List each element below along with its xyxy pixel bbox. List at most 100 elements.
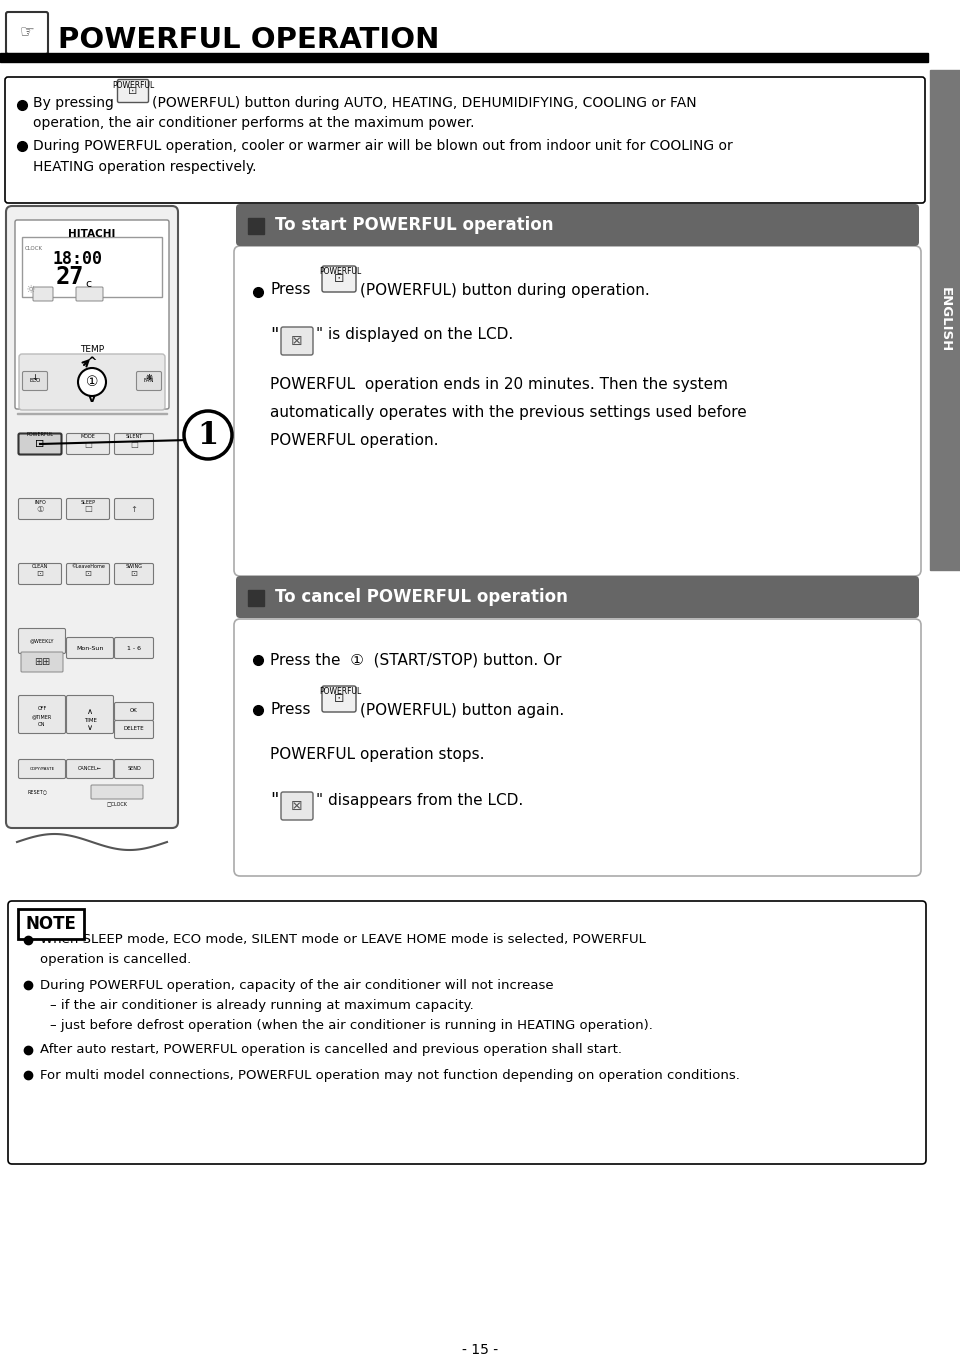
Text: " disappears from the LCD.: " disappears from the LCD. [316,792,523,808]
Text: CLOCK: CLOCK [25,245,43,251]
Text: POWERFUL: POWERFUL [27,435,54,440]
Text: operation, the air conditioner performs at the maximum power.: operation, the air conditioner performs … [33,117,474,130]
Text: ↑: ↑ [131,505,137,514]
FancyBboxPatch shape [22,237,162,298]
Text: ∧: ∧ [87,707,93,717]
Text: POWERFUL: POWERFUL [27,432,54,437]
Text: ⊠: ⊠ [291,335,302,348]
FancyBboxPatch shape [18,433,61,455]
Text: ": " [270,326,278,344]
Text: POWERFUL: POWERFUL [319,267,361,277]
Bar [930,70,960,570]
Text: ⊡: ⊡ [334,692,345,706]
FancyBboxPatch shape [322,686,356,712]
FancyBboxPatch shape [66,695,113,733]
Text: operation is cancelled.: operation is cancelled. [40,953,191,967]
Text: ⊡: ⊡ [36,439,45,448]
Text: @WEEKLY: @WEEKLY [30,639,55,643]
Text: - 15 -: - 15 - [462,1344,498,1357]
Text: (POWERFUL) button during AUTO, HEATING, DEHUMIDIFYING, COOLING or FAN: (POWERFUL) button during AUTO, HEATING, … [152,96,697,110]
FancyBboxPatch shape [18,628,65,654]
FancyBboxPatch shape [136,372,161,391]
Text: ENGLISH: ENGLISH [939,288,951,352]
Text: □CLOCK: □CLOCK [107,802,128,806]
Text: ⊡: ⊡ [129,86,137,96]
Text: ☼: ☼ [25,285,35,295]
Text: Press: Press [270,282,310,298]
Bar [17,413,167,414]
Text: 18:00: 18:00 [52,250,102,267]
FancyBboxPatch shape [18,499,61,520]
Text: POWERFUL operation stops.: POWERFUL operation stops. [270,747,485,762]
FancyBboxPatch shape [114,702,154,721]
Text: COPY/PASTE: COPY/PASTE [30,766,55,771]
Text: ⊞⊞: ⊞⊞ [34,657,50,668]
Text: When SLEEP mode, ECO mode, SILENT mode or LEAVE HOME mode is selected, POWERFUL: When SLEEP mode, ECO mode, SILENT mode o… [40,934,646,946]
FancyBboxPatch shape [114,499,154,520]
FancyBboxPatch shape [6,206,178,828]
Text: □: □ [84,505,92,514]
FancyBboxPatch shape [236,204,919,245]
FancyBboxPatch shape [18,909,84,939]
Text: ∨: ∨ [87,724,93,732]
Text: POWERFUL  operation ends in 20 minutes. Then the system: POWERFUL operation ends in 20 minutes. T… [270,377,728,392]
Text: 1: 1 [198,420,219,451]
FancyBboxPatch shape [18,695,65,733]
Text: ⊡: ⊡ [36,440,43,448]
Text: ☞: ☞ [19,23,35,41]
Text: CANCEL←: CANCEL← [78,766,102,772]
Text: ⊡: ⊡ [131,569,137,579]
Text: 27: 27 [56,265,84,289]
Text: FAN: FAN [144,378,155,384]
FancyBboxPatch shape [114,721,154,739]
FancyBboxPatch shape [66,499,109,520]
Text: c: c [85,280,91,289]
Text: NOTE: NOTE [26,914,77,934]
Text: To start POWERFUL operation: To start POWERFUL operation [275,217,554,234]
FancyBboxPatch shape [114,433,154,455]
Text: OK: OK [131,709,138,713]
Text: For multi model connections, POWERFUL operation may not function depending on op: For multi model connections, POWERFUL op… [40,1068,740,1082]
Text: – just before defrost operation (when the air conditioner is running in HEATING : – just before defrost operation (when th… [50,1019,653,1031]
FancyBboxPatch shape [22,372,47,391]
Text: By pressing: By pressing [33,96,114,110]
Text: Press the  ①  (START/STOP) button. Or: Press the ① (START/STOP) button. Or [270,653,562,668]
Text: " is displayed on the LCD.: " is displayed on the LCD. [316,328,514,343]
Text: ↓: ↓ [32,373,38,381]
FancyBboxPatch shape [15,219,169,409]
FancyBboxPatch shape [6,12,48,53]
Text: ⊡: ⊡ [84,569,91,579]
FancyBboxPatch shape [236,576,919,618]
Text: ON: ON [38,723,46,728]
Text: – if the air conditioner is already running at maximum capacity.: – if the air conditioner is already runn… [50,998,473,1012]
FancyBboxPatch shape [21,653,63,672]
FancyBboxPatch shape [18,760,65,779]
Text: ①: ① [36,505,44,514]
FancyBboxPatch shape [76,287,103,302]
Bar [0,53,928,62]
Text: DELETE: DELETE [124,727,144,732]
Text: v: v [88,392,96,406]
Text: ①: ① [85,376,98,389]
Text: Press: Press [270,702,310,717]
FancyBboxPatch shape [18,563,61,584]
Bar [248,218,264,234]
FancyBboxPatch shape [322,266,356,292]
Text: INFO: INFO [35,499,46,505]
Text: (POWERFUL) button again.: (POWERFUL) button again. [360,702,564,717]
Text: ^: ^ [86,355,97,369]
Text: ❋: ❋ [146,373,153,381]
FancyBboxPatch shape [18,433,61,455]
Text: SILENT: SILENT [126,435,143,440]
FancyBboxPatch shape [117,80,149,103]
Text: RESET○: RESET○ [27,790,47,795]
FancyBboxPatch shape [281,328,313,355]
Text: TIME: TIME [84,717,96,723]
Text: □: □ [84,440,92,448]
Text: POWERFUL operation.: POWERFUL operation. [270,432,439,447]
Text: SLEEP: SLEEP [81,499,95,505]
Text: CLEAN: CLEAN [32,565,48,569]
Text: TEMP: TEMP [80,345,104,355]
FancyBboxPatch shape [19,354,165,410]
Text: 1 - 6: 1 - 6 [127,646,141,650]
